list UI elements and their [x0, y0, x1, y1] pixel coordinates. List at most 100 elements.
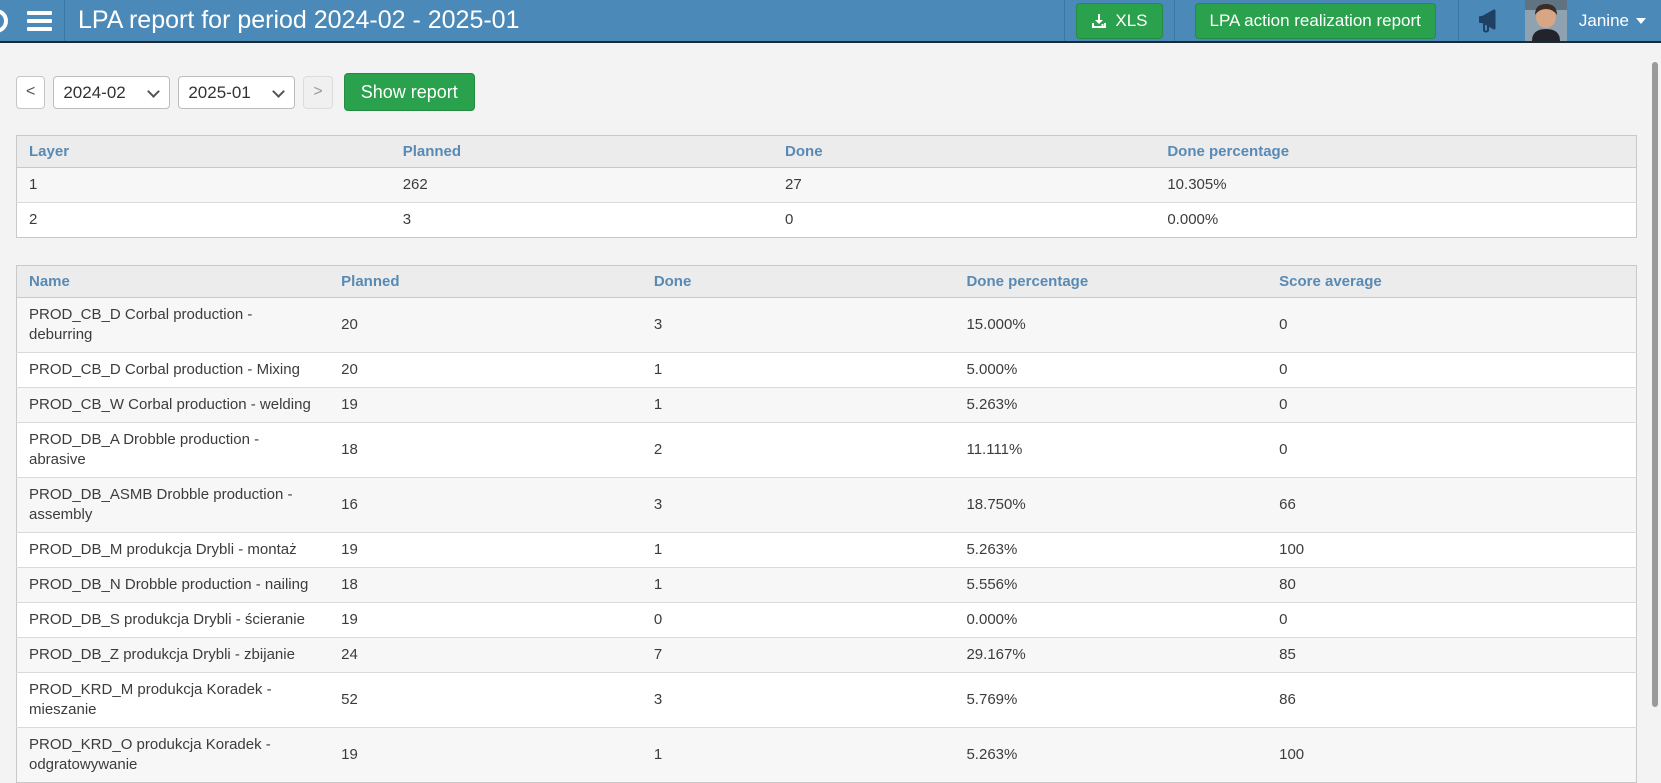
page-title: LPA report for period 2024-02 - 2025-01 [78, 6, 520, 34]
table-row: PROD_CB_D Corbal production - deburring 2… [16, 297, 1637, 353]
period-from-select[interactable]: 2024-02 [53, 75, 171, 109]
table-cell: 5.263% [954, 727, 1268, 783]
table-header-row: Name Planned Done Done percentage Score aver… [16, 265, 1637, 298]
navbar-divider [64, 0, 65, 41]
table-cell: 100 [1267, 532, 1637, 568]
period-controls: < 2024-02 2025-01 > Show report [16, 73, 1645, 111]
table-cell: 11.111% [954, 422, 1268, 478]
table-cell: 16 [329, 477, 642, 533]
table-cell: 80 [1267, 567, 1637, 603]
table-cell: 19 [329, 387, 642, 423]
table-cell: 0 [641, 602, 955, 638]
table-cell: 5.263% [954, 532, 1268, 568]
table-cell: 0 [1267, 387, 1637, 423]
table-cell: 10.305% [1167, 176, 1227, 193]
table-cell: 100 [1267, 727, 1637, 783]
table-cell: 29.167% [954, 637, 1268, 673]
column-header: Planned [329, 265, 642, 298]
table-cell: 15.000% [966, 316, 1026, 333]
table-row: PROD_DB_A Drobble production - abrasive 1… [16, 422, 1637, 478]
partial-logo-icon [0, 0, 14, 41]
table-cell: 2 [641, 422, 955, 478]
column-header: Done [773, 135, 1156, 168]
table-cell: 86 [1267, 672, 1637, 728]
navbar-divider [1457, 0, 1459, 41]
table-cell: PROD_CB_D Corbal production - deburring [29, 306, 253, 343]
layer-summary-table: Layer Planned Done Done percentage 1 262 27 10… [16, 135, 1637, 238]
table-row: PROD_KRD_M produkcja Koradek - mieszanie… [16, 672, 1637, 728]
table-cell: 0 [773, 202, 1156, 238]
table-cell: PROD_KRD_M produkcja Koradek - mieszanie [16, 672, 330, 728]
table-row: PROD_DB_Z produkcja Drybli - zbijanie 24 7… [16, 637, 1637, 673]
table-cell: PROD_KRD_O produkcja Koradek - odgratowy… [16, 727, 330, 783]
navbar-divider [1064, 0, 1066, 41]
avatar[interactable] [1524, 0, 1567, 41]
table-cell: 18 [329, 422, 642, 478]
lpa-action-report-button[interactable]: LPA action realization report [1194, 2, 1436, 39]
table-cell: PROD_DB_A Drobble production - abrasive [16, 422, 330, 478]
table-row: PROD_DB_M produkcja Drybli - montaż 19 1 5.… [16, 532, 1637, 568]
table-row: PROD_DB_S produkcja Drybli - ścieranie 19… [16, 602, 1637, 638]
megaphone-icon[interactable] [1478, 8, 1511, 34]
next-period-button[interactable]: > [303, 75, 333, 109]
user-menu[interactable]: Janine [1567, 0, 1661, 41]
table-cell: 7 [641, 637, 955, 673]
table-cell: 20 [341, 316, 358, 333]
period-from-select-wrap: 2024-02 [53, 75, 171, 109]
table-cell: 1 [29, 176, 38, 193]
table-row: PROD_CB_W Corbal production - welding 19 1… [16, 387, 1637, 423]
table-cell: 27 [785, 176, 802, 193]
table-cell: 18 [329, 567, 642, 603]
table-row: PROD_DB_N Drobble production - nailing 18… [16, 567, 1637, 603]
table-cell: 18.750% [954, 477, 1268, 533]
period-to-select[interactable]: 2025-01 [178, 75, 296, 109]
table-row: 1 262 27 10.305% [16, 167, 1637, 203]
hamburger-icon[interactable] [14, 0, 64, 41]
column-header: Done percentage [1155, 135, 1637, 168]
table-cell: 1 [641, 727, 955, 783]
table-cell: PROD_DB_ASMB Drobble production - assemb… [16, 477, 330, 533]
table-cell: 5.263% [954, 387, 1268, 423]
audit-name-table: Name Planned Done Done percentage Score aver… [16, 265, 1637, 783]
table-cell: 0.000% [954, 602, 1268, 638]
column-header: Layer [16, 135, 391, 168]
table-cell: 262 [402, 176, 428, 193]
table-cell: 19 [329, 727, 642, 783]
table-cell: 85 [1267, 637, 1637, 673]
column-header: Done percentage [954, 265, 1268, 298]
table-cell: 5.000% [954, 352, 1268, 388]
table-cell: 3 [641, 672, 955, 728]
table-cell: 5.556% [954, 567, 1268, 603]
table-cell: 1 [641, 567, 955, 603]
xls-button-label: XLS [1115, 10, 1148, 30]
table-row: PROD_CB_D Corbal production - Mixing 20 1 5… [16, 352, 1637, 388]
previous-period-button[interactable]: < [16, 75, 46, 109]
table-cell: 19 [329, 532, 642, 568]
table-cell: 3 [390, 202, 774, 238]
column-header: Done [641, 265, 955, 298]
table-cell: 2 [16, 202, 391, 238]
table-cell: 66 [1267, 477, 1637, 533]
table-cell: 52 [329, 672, 642, 728]
table-cell: PROD_DB_M produkcja Drybli - montaż [16, 532, 330, 568]
table-row: PROD_KRD_O produkcja Koradek - odgratowy… [16, 727, 1637, 783]
table-cell: 0 [1279, 316, 1288, 333]
column-header: Planned [390, 135, 774, 168]
show-report-button[interactable]: Show report [343, 73, 475, 111]
table-cell: 0 [1267, 602, 1637, 638]
user-name-label: Janine [1578, 10, 1629, 30]
table-cell: PROD_DB_S produkcja Drybli - ścieranie [16, 602, 330, 638]
column-header: Score average [1267, 265, 1637, 298]
table-cell: 19 [329, 602, 642, 638]
scrollbar[interactable] [1652, 62, 1658, 707]
table-cell: 0.000% [1155, 202, 1637, 238]
table-cell: 20 [329, 352, 642, 388]
table-cell: 3 [653, 316, 663, 333]
table-cell: PROD_CB_D Corbal production - Mixing [16, 352, 330, 388]
table-row: 2 3 0 0.000% [16, 202, 1637, 238]
table-cell: PROD_CB_W Corbal production - welding [16, 387, 330, 423]
table-cell: PROD_DB_Z produkcja Drybli - zbijanie [16, 637, 330, 673]
table-cell: PROD_DB_N Drobble production - nailing [16, 567, 330, 603]
xls-download-button[interactable]: XLS [1076, 2, 1163, 39]
period-to-select-wrap: 2025-01 [178, 75, 296, 109]
